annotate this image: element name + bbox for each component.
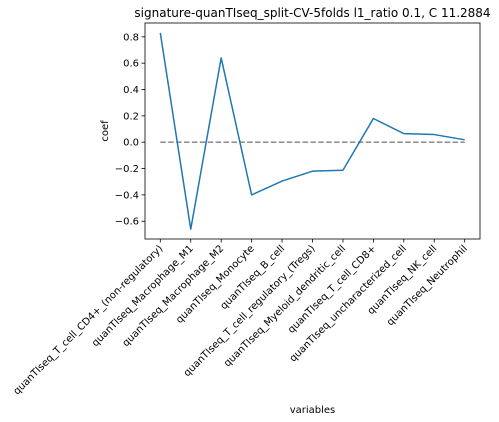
y-tick-label: 0.6 [123,59,139,70]
y-tick-label: −0.6 [115,217,139,228]
y-tick-label: −0.2 [115,164,139,175]
series-group [159,32,465,230]
y-tick-label: 0.2 [123,111,139,122]
y-ticks: −0.6 −0.4 −0.2 0.0 0.2 0.4 0.6 0.8 [115,32,145,228]
y-tick-label: −0.4 [115,190,139,201]
y-tick-label: 0.4 [123,85,139,96]
chart-title: signature-quanTIseq_split-CV-5folds l1_r… [134,6,490,20]
y-axis-label: coef [100,120,111,142]
y-tick-label: 0.0 [123,138,139,149]
x-axis-label: variables [290,405,336,416]
y-tick-label: 0.8 [123,32,139,43]
